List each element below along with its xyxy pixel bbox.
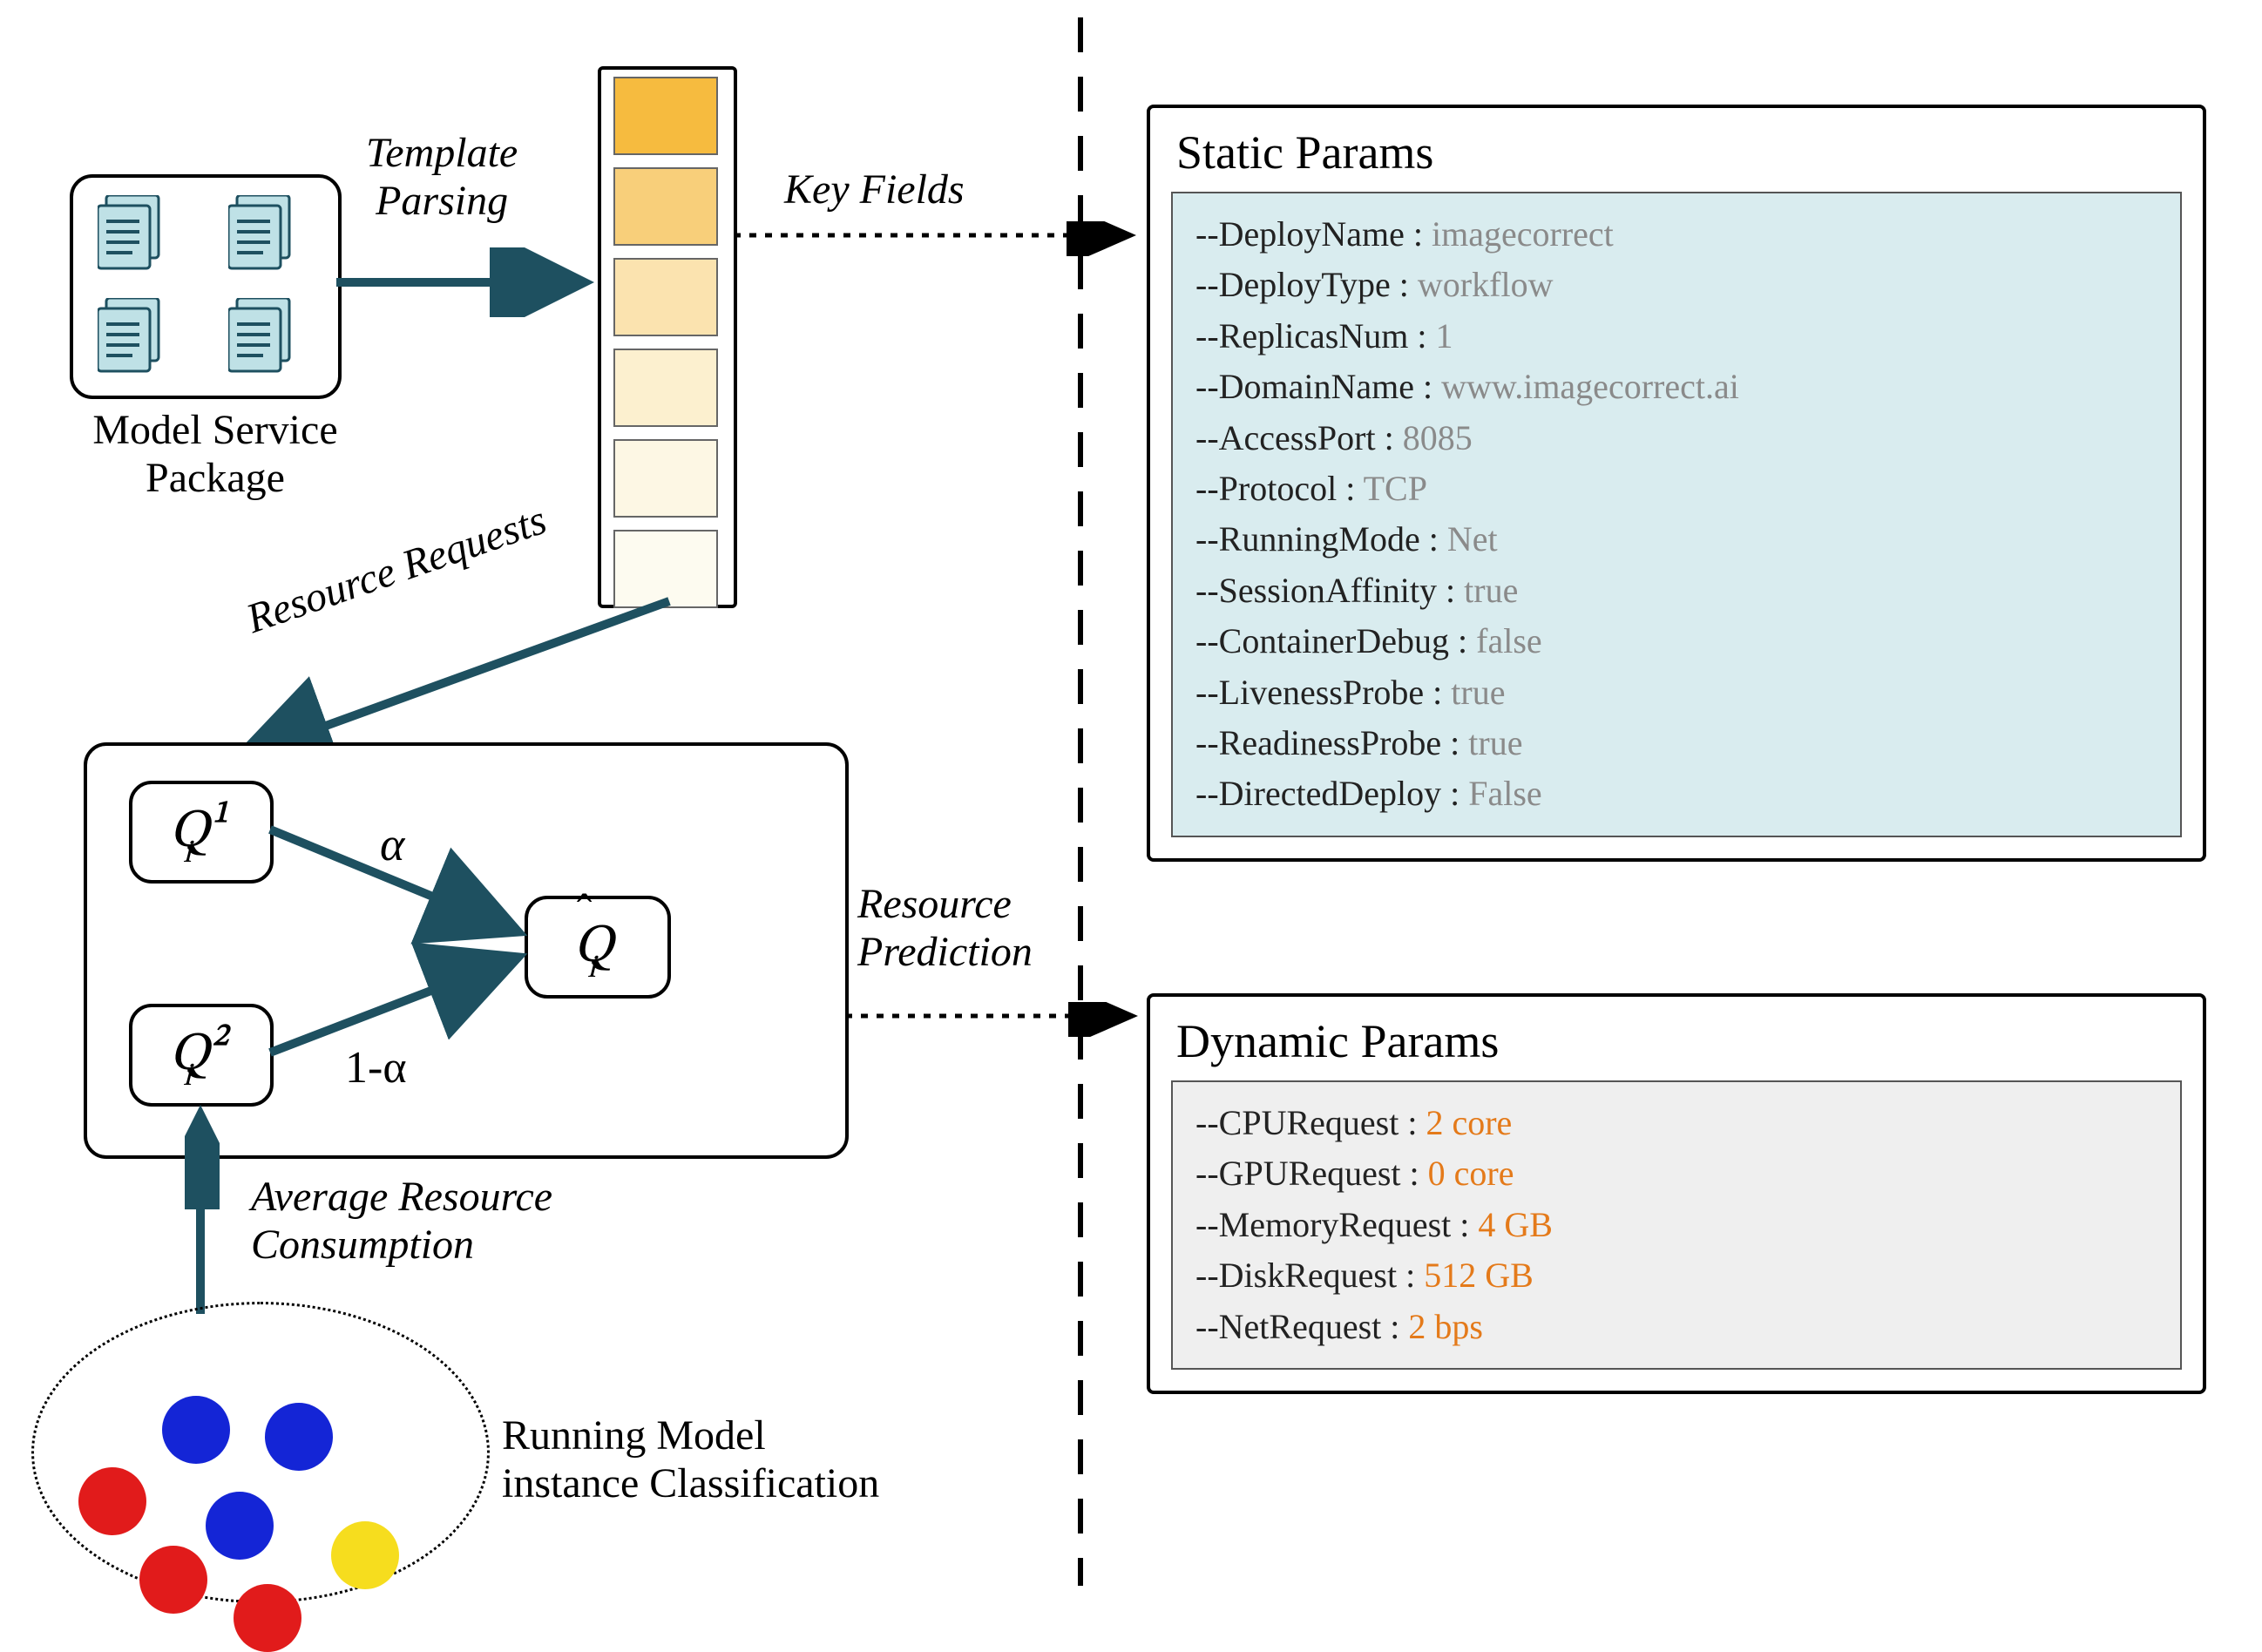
param-row: --MemoryRequest : 4 GB bbox=[1195, 1200, 2157, 1250]
param-row: --ReadinessProbe : true bbox=[1195, 718, 2157, 768]
model-service-package-label: Model Service Package bbox=[71, 406, 359, 502]
param-row: --ContainerDebug : false bbox=[1195, 616, 2157, 667]
param-key: --SessionAffinity bbox=[1195, 571, 1437, 610]
param-value: 1 bbox=[1436, 316, 1453, 355]
running-model-classification-label: Running Model instance Classification bbox=[502, 1412, 879, 1507]
qhat-node: ˆ Qi bbox=[525, 896, 671, 999]
dynamic-params-panel: Dynamic Params --CPURequest : 2 core--GP… bbox=[1147, 993, 2206, 1394]
param-key: --GPURequest bbox=[1195, 1154, 1401, 1193]
qhat-sub: i bbox=[587, 953, 596, 985]
param-value: workflow bbox=[1418, 265, 1554, 304]
dotted-arrow-resource-to-dynamic bbox=[845, 1002, 1147, 1037]
param-row: --Protocol : TCP bbox=[1195, 464, 2157, 514]
dynamic-params-list: --CPURequest : 2 core--GPURequest : 0 co… bbox=[1171, 1080, 2182, 1370]
param-value: 2 bps bbox=[1408, 1307, 1483, 1346]
doc-icon bbox=[98, 195, 166, 272]
param-key: --Protocol bbox=[1195, 469, 1337, 508]
param-key: --CPURequest bbox=[1195, 1103, 1399, 1142]
field-stack bbox=[613, 77, 718, 620]
dotted-arrow-key-fields bbox=[734, 221, 1147, 256]
cluster-circle bbox=[234, 1584, 301, 1652]
param-value: true bbox=[1464, 571, 1518, 610]
param-value: 2 core bbox=[1426, 1103, 1512, 1142]
field-stack-box bbox=[613, 439, 718, 518]
param-value: true bbox=[1451, 673, 1505, 712]
cluster-circle bbox=[78, 1467, 146, 1535]
param-key: --DirectedDeploy bbox=[1195, 774, 1441, 813]
param-value: 0 core bbox=[1428, 1154, 1514, 1193]
q1-node: Qi1 bbox=[129, 781, 274, 884]
one-minus-alpha-label: 1-α bbox=[345, 1042, 407, 1093]
param-row: --SessionAffinity : true bbox=[1195, 565, 2157, 616]
param-key: --DeployType bbox=[1195, 265, 1391, 304]
avg-resource-consumption-label: Average Resource Consumption bbox=[251, 1173, 552, 1269]
static-params-list: --DeployName : imagecorrect--DeployType … bbox=[1171, 192, 2182, 837]
param-row: --DomainName : www.imagecorrect.ai bbox=[1195, 362, 2157, 412]
param-key: --MemoryRequest bbox=[1195, 1205, 1451, 1244]
param-key: --DomainName bbox=[1195, 367, 1414, 406]
param-key: --DeployName bbox=[1195, 214, 1405, 254]
arrow-package-to-stack bbox=[331, 247, 601, 317]
param-row: --GPURequest : 0 core bbox=[1195, 1148, 2157, 1199]
field-stack-box bbox=[613, 258, 718, 336]
param-row: --LivenessProbe : true bbox=[1195, 667, 2157, 718]
q-sub: i bbox=[183, 838, 192, 870]
cluster-circle bbox=[331, 1521, 399, 1589]
static-params-title: Static Params bbox=[1176, 125, 2182, 179]
param-row: --AccessPort : 8085 bbox=[1195, 413, 2157, 464]
param-row: --DiskRequest : 512 GB bbox=[1195, 1250, 2157, 1301]
field-stack-box bbox=[613, 77, 718, 155]
param-key: --RunningMode bbox=[1195, 519, 1420, 559]
param-row: --DeployName : imagecorrect bbox=[1195, 209, 2157, 260]
param-row: --NetRequest : 2 bps bbox=[1195, 1302, 2157, 1352]
param-value: 512 GB bbox=[1424, 1256, 1534, 1295]
doc-icon bbox=[228, 298, 296, 375]
param-key: --AccessPort bbox=[1195, 418, 1376, 457]
dynamic-params-title: Dynamic Params bbox=[1176, 1014, 2182, 1068]
q-sub: i bbox=[183, 1061, 192, 1093]
key-fields-label: Key Fields bbox=[784, 166, 965, 213]
q2-node: Qi2 bbox=[129, 1004, 274, 1107]
param-value: TCP bbox=[1364, 469, 1427, 508]
cluster-ellipse bbox=[31, 1302, 490, 1603]
param-value: Net bbox=[1447, 519, 1498, 559]
alpha-label: α bbox=[380, 817, 404, 871]
param-key: --DiskRequest bbox=[1195, 1256, 1397, 1295]
field-stack-box bbox=[613, 167, 718, 246]
param-key: --ReplicasNum bbox=[1195, 316, 1408, 355]
cluster-circle bbox=[139, 1546, 207, 1614]
param-value: False bbox=[1468, 774, 1541, 813]
cluster-circle bbox=[265, 1403, 333, 1471]
param-key: --ReadinessProbe bbox=[1195, 723, 1441, 762]
param-value: false bbox=[1476, 621, 1542, 660]
q-sup: 1 bbox=[213, 798, 228, 829]
template-parsing-label: Template Parsing bbox=[366, 129, 518, 225]
cluster-circle bbox=[162, 1396, 230, 1464]
cluster-circle bbox=[206, 1492, 274, 1560]
resource-prediction-label: Resource Prediction bbox=[857, 880, 1033, 976]
field-stack-box bbox=[613, 349, 718, 427]
param-row: --DirectedDeploy : False bbox=[1195, 768, 2157, 819]
doc-icon bbox=[98, 298, 166, 375]
param-value: www.imagecorrect.ai bbox=[1441, 367, 1739, 406]
static-params-panel: Static Params --DeployName : imagecorrec… bbox=[1147, 105, 2206, 862]
param-key: --ContainerDebug bbox=[1195, 621, 1449, 660]
param-row: --RunningMode : Net bbox=[1195, 514, 2157, 565]
doc-icon bbox=[228, 195, 296, 272]
param-row: --ReplicasNum : 1 bbox=[1195, 311, 2157, 362]
q-sup: 2 bbox=[213, 1021, 228, 1053]
param-key: --NetRequest bbox=[1195, 1307, 1381, 1346]
param-key: --LivenessProbe bbox=[1195, 673, 1424, 712]
param-value: 8085 bbox=[1403, 418, 1473, 457]
param-value: true bbox=[1468, 723, 1522, 762]
param-value: 4 GB bbox=[1478, 1205, 1553, 1244]
param-row: --CPURequest : 2 core bbox=[1195, 1098, 2157, 1148]
param-value: imagecorrect bbox=[1432, 214, 1614, 254]
arrow-cluster-to-q2 bbox=[185, 1101, 220, 1319]
param-row: --DeployType : workflow bbox=[1195, 260, 2157, 310]
